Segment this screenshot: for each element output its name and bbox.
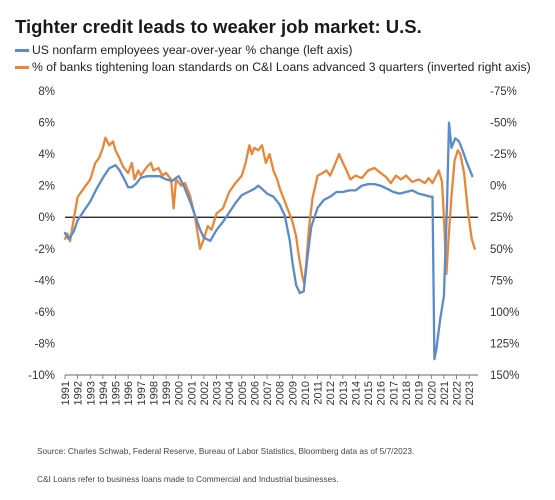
left-tick-label: 2% [38,181,55,193]
x-tick-label: 1999 [161,381,173,405]
x-tick-label: 2012 [325,381,337,405]
chart-title: Tighter credit leads to weaker job marke… [15,16,422,37]
x-tick-label: 2019 [414,381,426,405]
right-tick-label: 125% [490,338,519,350]
legend-entry-bank-tightening: % of banks tightening loan standards on … [15,60,531,74]
legend-entry-employment: US nonfarm employees year-over-year % ch… [15,43,352,57]
source-note: Source: Charles Schwab, Federal Reserve,… [37,446,415,456]
x-tick-label: 1997 [136,381,148,405]
legend-label-employment: US nonfarm employees year-over-year % ch… [32,43,353,57]
x-tick-label: 2018 [401,381,413,405]
x-tick-label: 1993 [85,381,97,405]
left-tick-label: 4% [38,149,55,161]
series-layer [63,121,476,361]
right-tick-label: -75% [490,86,517,98]
x-tick-label: 1995 [111,381,123,405]
x-tick-label: 2014 [350,381,362,405]
x-tick-label: 1992 [73,381,85,405]
x-tick-label: 1994 [98,381,110,405]
right-tick-label: 50% [490,244,513,256]
x-tick-label: 2010 [300,381,312,405]
x-tick-label: 2000 [174,381,186,405]
x-tick-label: 2016 [376,381,388,405]
right-tick-label: 75% [490,275,513,287]
x-tick-label: 1996 [123,381,135,405]
legend-label-bank-tightening: % of banks tightening loan standards on … [32,60,531,74]
right-tick-label: 25% [490,212,513,224]
left-tick-label: -10% [28,370,55,382]
x-tick-label: 1998 [148,381,160,405]
right-axis-ticks: -75% -50% -25% 0% 25% 50% 75% 100% 125% 150% [490,86,519,382]
left-tick-label: -8% [35,338,55,350]
employment-line [63,121,474,361]
right-tick-label: -50% [490,118,517,130]
right-tick-label: -25% [490,149,517,161]
x-tick-label: 2005 [237,381,249,405]
x-tick-label: 2015 [363,381,375,405]
left-tick-label: 8% [38,86,55,98]
x-tick-label: 2011 [313,381,325,405]
ci-loans-note: C&I Loans refer to business loans made t… [37,474,339,484]
x-tick-label: 2023 [464,381,476,405]
left-tick-label: -2% [35,244,55,256]
right-tick-label: 100% [490,307,519,319]
right-tick-label: 0% [490,181,507,193]
right-tick-label: 150% [490,370,519,382]
line-chart: 8% 6% 4% 2% 0% -2% -4% -6% -8% -10% -75% -50% -25% 0… [28,86,519,405]
left-axis-ticks: 8% 6% 4% 2% 0% -2% -4% -6% -8% -10% [28,86,55,382]
x-tick-label: 2017 [388,381,400,405]
left-tick-label: -4% [35,275,55,287]
x-tick-label: 2006 [249,381,261,405]
x-axis: 1991 1992 1993 1994 1995 1996 1997 1998 1999 2000… [60,216,478,405]
left-tick-label: 6% [38,118,55,130]
x-tick-label: 2013 [338,381,350,405]
x-tick-label: 2004 [224,381,236,405]
x-tick-label: 2007 [262,381,274,405]
left-tick-label: -6% [35,307,55,319]
x-tick-label: 2003 [212,381,224,405]
x-tick-label: 1991 [60,381,72,405]
legend-swatch-blue [15,48,29,52]
x-tick-label: 2008 [275,381,287,405]
left-tick-label: 0% [38,212,55,224]
x-tick-label: 2020 [426,381,438,405]
x-tick-label: 2009 [287,381,299,405]
x-tick-label: 2021 [439,381,451,405]
x-tick-label: 2002 [199,381,211,405]
x-tick-label: 2022 [452,381,464,405]
x-tick-label: 2001 [186,381,198,405]
legend-swatch-orange [15,65,29,69]
bank-tightening-line [63,136,476,286]
